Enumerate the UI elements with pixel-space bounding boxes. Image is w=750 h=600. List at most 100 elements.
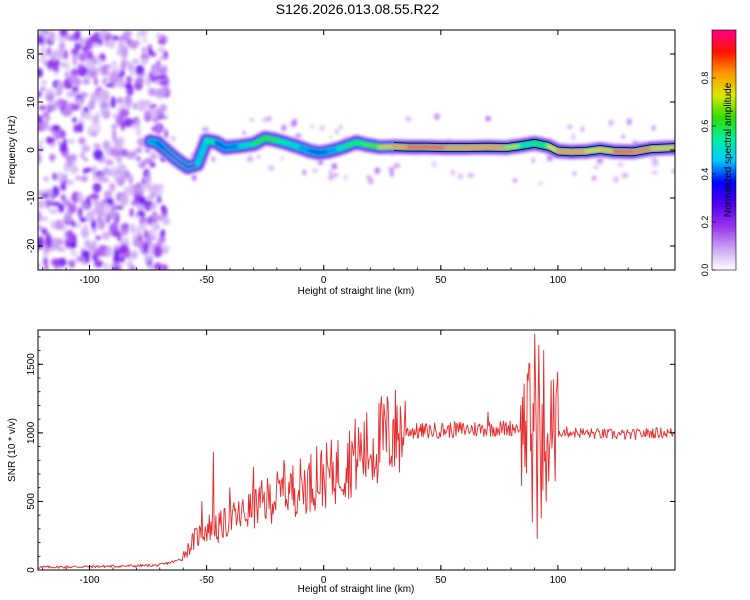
colorbar-tick-label: 0.2	[700, 216, 710, 229]
scatter-blob	[671, 168, 675, 174]
noise-blob	[67, 203, 77, 214]
noise-blob	[160, 229, 166, 238]
noise-blob	[94, 123, 101, 135]
noise-blob	[67, 138, 76, 144]
noise-blob	[151, 117, 159, 123]
noise-blob	[40, 194, 50, 199]
x-tick-label: -50	[199, 575, 214, 586]
noise-blob	[123, 83, 132, 88]
track-segment	[251, 136, 267, 146]
track-segment	[195, 138, 209, 167]
noise-blob	[77, 207, 83, 218]
noise-blob	[81, 175, 88, 182]
noise-blob	[102, 203, 110, 216]
colorbar-scale	[711, 29, 737, 271]
noise-blob	[120, 48, 128, 61]
track-segment	[631, 146, 654, 154]
noise-blob	[136, 156, 141, 162]
noise-blob	[131, 124, 141, 130]
noise-blob	[154, 107, 164, 117]
noise-blob	[135, 226, 141, 238]
scatter-blob	[596, 157, 604, 164]
noise-blob	[153, 222, 161, 231]
noise-blob	[55, 98, 66, 109]
noise-blob	[38, 236, 45, 247]
spectrogram-plot-area	[38, 30, 675, 270]
noise-blob	[130, 250, 139, 260]
colorbar-tick-label: 0.0	[700, 264, 710, 277]
scatter-blob	[397, 162, 401, 169]
noise-blob	[105, 159, 114, 166]
noise-blob	[80, 151, 85, 159]
scatter-blob	[327, 176, 335, 181]
noise-blob	[136, 103, 143, 110]
noise-blob	[132, 42, 137, 51]
noise-blob	[86, 50, 92, 61]
scatter-blob	[202, 127, 210, 133]
noise-blob	[91, 42, 100, 47]
noise-blob	[50, 49, 60, 56]
track-segment	[237, 142, 256, 148]
noise-blob	[149, 154, 160, 159]
spectrogram-x-ticks: -100 -50 0 50 100	[42, 30, 676, 286]
scatter-blob	[302, 169, 307, 176]
noise-blob	[70, 68, 80, 77]
noise-blob	[130, 223, 136, 234]
noise-blob	[59, 142, 68, 153]
scatter-blob	[256, 154, 261, 159]
noise-blob	[116, 77, 125, 89]
noise-blob	[66, 35, 76, 42]
scatter-blob	[246, 155, 254, 163]
noise-blob	[140, 56, 149, 66]
scatter-blob	[591, 176, 597, 181]
track-segment	[546, 144, 560, 153]
noise-blob	[149, 186, 154, 199]
scatter-blob	[572, 171, 577, 176]
noise-blob	[158, 88, 168, 96]
scatter-blob	[331, 163, 338, 170]
chart-title: S126.2026.013.08.55.R22	[275, 1, 440, 17]
track-segment	[584, 147, 602, 154]
noise-blob	[42, 250, 48, 258]
noise-blob	[128, 265, 137, 270]
noise-blob	[119, 243, 129, 253]
scatter-blob	[388, 166, 395, 173]
noise-blob	[152, 214, 162, 219]
scatter-blob	[571, 133, 576, 140]
noise-blob	[63, 199, 71, 207]
snr-frame	[37, 329, 676, 571]
noise-blob	[114, 205, 124, 210]
noise-blob	[54, 219, 64, 230]
noise-blob	[112, 254, 121, 264]
noise-blob	[147, 87, 157, 97]
noise-blob	[45, 88, 55, 95]
noise-blob	[69, 165, 79, 174]
noise-blob	[42, 176, 50, 182]
noise-blob	[126, 104, 131, 110]
noise-blob	[50, 258, 61, 267]
scatter-blob	[328, 169, 333, 177]
y-tick-label: -20	[26, 238, 37, 253]
noise-blob	[81, 201, 89, 210]
noise-blob	[46, 46, 52, 57]
noise-blob	[96, 58, 104, 66]
x-tick-label: -100	[80, 275, 100, 286]
scatter-blob	[268, 165, 275, 171]
scatter-blob	[309, 124, 315, 129]
noise-blob	[146, 231, 152, 240]
noise-blob	[39, 86, 46, 92]
scatter-blob	[650, 156, 658, 161]
scatter-blob	[512, 178, 518, 183]
noise-blob	[141, 46, 147, 55]
noise-blob	[97, 66, 103, 73]
noise-blob	[74, 30, 81, 40]
scatter-blob	[467, 172, 475, 178]
scatter-blob	[249, 118, 255, 122]
noise-blob	[64, 210, 73, 223]
noise-blob	[54, 59, 61, 67]
noise-blob	[153, 63, 159, 75]
noise-blob	[56, 247, 66, 252]
noise-blob	[136, 79, 145, 84]
scatter-blob	[617, 161, 624, 167]
noise-blob	[103, 190, 113, 199]
